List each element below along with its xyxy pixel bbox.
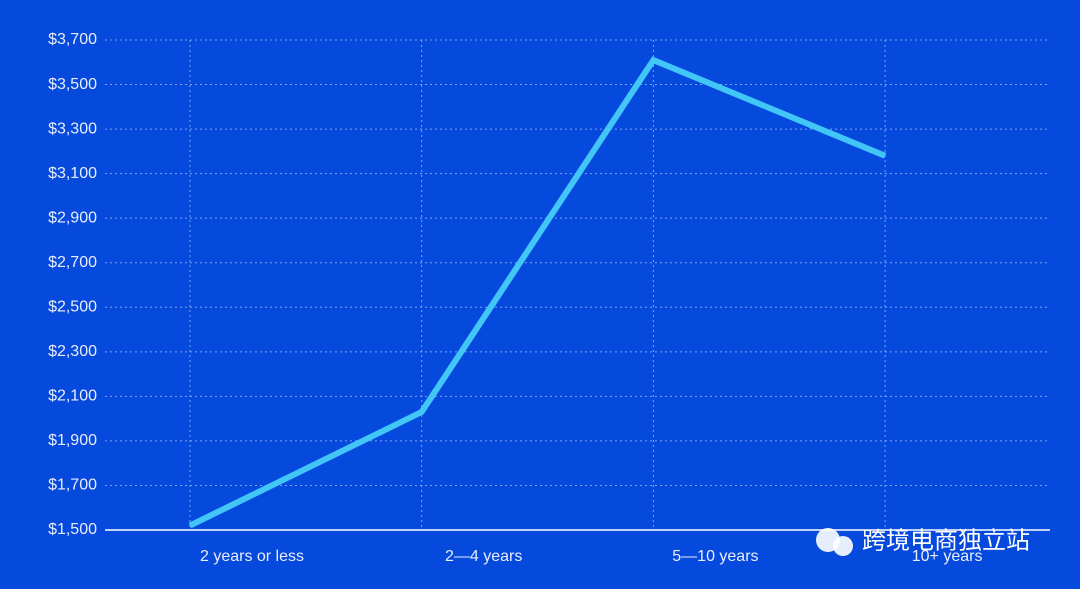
- x-tick-label: 2 years or less: [200, 548, 304, 565]
- watermark-group: 跨境电商独立站: [816, 527, 1030, 556]
- y-tick-label: $2,700: [48, 254, 97, 271]
- watermark-icon: [833, 536, 853, 556]
- watermark: 跨境电商独立站: [862, 527, 1030, 554]
- line-series: [188, 56, 887, 529]
- y-tick-label: $3,100: [48, 165, 97, 182]
- y-tick-label: $3,500: [48, 76, 97, 93]
- y-tick-label: $1,500: [48, 521, 97, 538]
- y-tick-label: $2,100: [48, 388, 97, 405]
- y-tick-label: $3,700: [48, 31, 97, 48]
- y-tick-label: $2,300: [48, 343, 97, 360]
- y-tick-label: $1,900: [48, 432, 97, 449]
- y-tick-label: $2,500: [48, 298, 97, 315]
- x-tick-label: 10+ years: [912, 548, 983, 565]
- x-tick-label: 5—10 years: [672, 548, 758, 565]
- x-tick-label: 2—4 years: [445, 548, 522, 565]
- y-tick-label: $3,300: [48, 120, 97, 137]
- y-tick-label: $1,700: [48, 477, 97, 494]
- y-tick-label: $2,900: [48, 209, 97, 226]
